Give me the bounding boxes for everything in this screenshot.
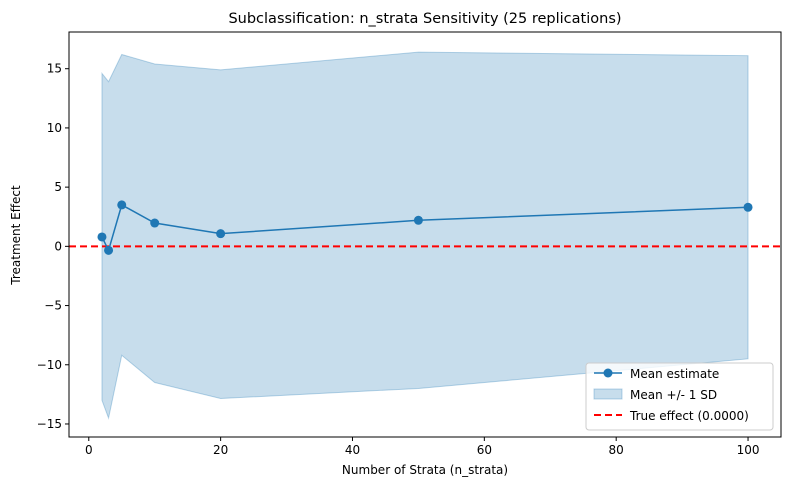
- x-tick-label: 100: [737, 443, 760, 457]
- y-tick-label: 5: [54, 180, 62, 194]
- data-point: [216, 229, 226, 239]
- legend-marker-mean: [603, 368, 613, 378]
- x-tick-label: 80: [609, 443, 624, 457]
- legend-label-band: Mean +/- 1 SD: [630, 388, 717, 402]
- data-point: [413, 215, 423, 225]
- legend-label-mean: Mean estimate: [630, 367, 719, 381]
- y-tick-label: −10: [37, 358, 62, 372]
- x-tick-label: 0: [85, 443, 93, 457]
- data-point: [150, 218, 160, 228]
- y-axis-label: Treatment Effect: [9, 185, 23, 286]
- plot-frame: [68, 31, 782, 438]
- y-tick-label: −15: [37, 417, 62, 431]
- data-point: [743, 202, 753, 212]
- legend-label-true: True effect (0.0000): [629, 409, 749, 423]
- x-tick-label: 40: [345, 443, 360, 457]
- y-tick-label: −5: [44, 299, 62, 313]
- legend: Mean estimate Mean +/- 1 SD True effect …: [585, 362, 774, 431]
- x-tick-label: 60: [477, 443, 492, 457]
- data-point: [117, 200, 127, 210]
- sd-band: [101, 51, 749, 420]
- chart-title: Subclassification: n_strata Sensitivity …: [228, 11, 621, 27]
- x-tick-label: 20: [213, 443, 228, 457]
- y-tick-label: 0: [54, 239, 62, 253]
- legend-swatch-band: [593, 388, 623, 400]
- y-tick-label: 15: [47, 62, 62, 76]
- y-tick-label: 10: [47, 121, 62, 135]
- legend-box: [585, 362, 774, 431]
- data-point: [97, 232, 107, 242]
- data-point: [104, 245, 114, 255]
- x-axis-label: Number of Strata (n_strata): [342, 463, 508, 477]
